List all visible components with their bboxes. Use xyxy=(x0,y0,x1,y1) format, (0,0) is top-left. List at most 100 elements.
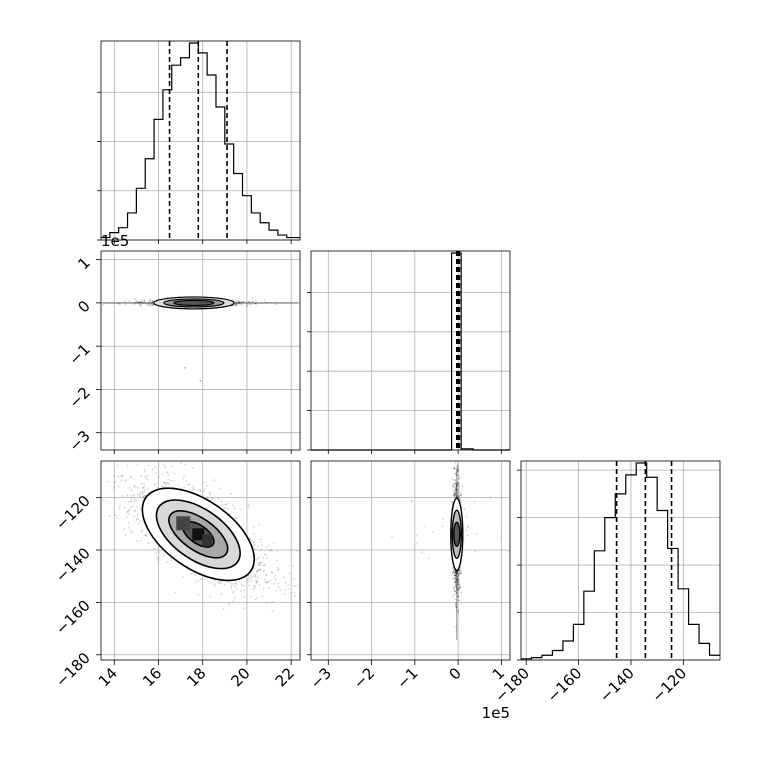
scatter-panel-2-point xyxy=(453,467,456,470)
scatter-panel-1-point xyxy=(144,477,147,480)
scatter-panel-1-point xyxy=(278,586,280,588)
scatter-panel-2-point xyxy=(453,570,456,573)
scatter-panel-1-point xyxy=(127,509,130,511)
scatter-panel-0-point xyxy=(150,302,153,305)
scatter-panel-1-point xyxy=(133,485,136,488)
scatter-panel-1-point xyxy=(229,582,232,585)
y-offset-label: 1e5 xyxy=(101,232,129,250)
scatter-panel-1-point xyxy=(231,583,234,585)
scatter-panel-1-point xyxy=(256,570,259,572)
scatter-panel-0-point xyxy=(149,302,152,305)
scatter-panel-1-point xyxy=(265,546,268,549)
scatter-panel-1-point xyxy=(274,574,276,577)
scatter-panel-2-point xyxy=(456,592,459,595)
scatter-panel-2-point xyxy=(457,579,459,582)
scatter-panel-1-point xyxy=(139,493,141,496)
y-tick-label-y_param2: −180 xyxy=(52,649,94,691)
scatter-panel-2-point xyxy=(452,587,455,590)
histogram-2-group xyxy=(517,460,721,661)
scatter-panel-1-point xyxy=(120,479,123,482)
scatter-panel-1-point xyxy=(267,544,270,547)
scatter-panel-1-point xyxy=(268,587,271,590)
scatter-panel-1-point xyxy=(253,541,255,543)
scatter-panel-1-point xyxy=(251,570,254,573)
scatter-panel-2-point xyxy=(457,492,459,495)
scatter-panel-1-point xyxy=(114,514,117,517)
scatter-panel-0-contour-2 xyxy=(173,299,215,307)
scatter-panel-2-point xyxy=(455,457,457,459)
scatter-panel-1-point xyxy=(129,494,132,497)
scatter-panel-2-point xyxy=(457,573,460,575)
scatter-panel-1-point xyxy=(276,550,279,553)
scatter-panel-0-point xyxy=(241,303,243,306)
scatter-panel-2-point xyxy=(453,577,456,580)
scatter-panel-2-point xyxy=(457,496,460,499)
scatter-panel-1-point xyxy=(147,464,150,467)
scatter-panel-1-point xyxy=(253,585,256,587)
scatter-panel-1-point xyxy=(163,481,166,484)
scatter-panel-1-point xyxy=(211,582,214,584)
histogram-2-steps xyxy=(521,462,720,660)
scatter-panel-2-point xyxy=(454,574,457,577)
scatter-panel-1-point xyxy=(142,487,144,489)
scatter-panel-1-point xyxy=(267,581,270,584)
scatter-panel-2-point xyxy=(457,588,460,591)
scatter-panel-1-point xyxy=(155,551,158,554)
scatter-panel-2-sparse-point xyxy=(500,535,502,538)
scatter-panel-1-point xyxy=(160,485,163,488)
scatter-panel-1-point xyxy=(258,584,261,587)
scatter-panel-2-point xyxy=(454,585,457,588)
scatter-panel-1-point xyxy=(119,504,121,507)
scatter-panel-1-point xyxy=(136,513,139,516)
scatter-panel-1-point xyxy=(240,590,242,592)
scatter-panel-2-point xyxy=(457,496,460,498)
scatter-panel-2-point xyxy=(454,580,457,583)
scatter-panel-1-point xyxy=(139,491,142,494)
scatter-panel-2-sparse-point xyxy=(463,537,465,540)
scatter-panel-2-point xyxy=(453,486,455,489)
scatter-panel-2-point xyxy=(457,577,459,580)
scatter-panel-2-point xyxy=(454,590,457,593)
scatter-panel-1-point xyxy=(258,561,261,564)
scatter-panel-1-point xyxy=(283,576,286,579)
scatter-panel-2-point xyxy=(454,574,457,577)
scatter-panel-1-point xyxy=(182,477,184,480)
scatter-panel-2-point xyxy=(452,458,454,460)
scatter-panel-2-point xyxy=(458,583,460,586)
scatter-panel-1-point xyxy=(145,534,148,537)
scatter-panel-1-point xyxy=(197,593,200,596)
scatter-panel-1-point xyxy=(261,561,264,564)
scatter-panel-2-point xyxy=(457,494,460,497)
scatter-panel-1-group xyxy=(98,460,301,661)
scatter-panel-1-density-bin-1 xyxy=(192,528,205,541)
scatter-panel-2-point xyxy=(458,491,461,494)
scatter-panel-2-point xyxy=(457,457,459,459)
scatter-panel-0-frame xyxy=(100,250,301,451)
scatter-panel-2-point xyxy=(454,574,457,577)
scatter-panel-1-point xyxy=(194,573,197,576)
histogram-1-group xyxy=(307,250,511,451)
scatter-panel-1-point xyxy=(273,577,276,580)
scatter-panel-2-point xyxy=(453,491,456,494)
scatter-panel-2-point xyxy=(453,570,456,573)
scatter-panel-2-point xyxy=(457,595,460,598)
scatter-panel-1-point xyxy=(142,486,144,489)
scatter-panel-1-point xyxy=(117,485,120,488)
histogram-0-steps xyxy=(101,42,300,239)
scatter-panel-1-density-bin-2 xyxy=(202,534,213,547)
scatter-panel-1-point xyxy=(98,538,100,540)
scatter-panel-1-point xyxy=(225,506,228,509)
histogram-0-frame xyxy=(100,40,301,241)
scatter-panel-1-point xyxy=(265,554,267,557)
x-tick-label-x_param1: −1 xyxy=(393,664,421,692)
scatter-panel-1-point xyxy=(288,572,291,575)
scatter-panel-2-point xyxy=(454,493,457,496)
scatter-panel-1-point xyxy=(131,530,134,533)
scatter-panel-1-point xyxy=(208,493,211,496)
scatter-panel-1-point xyxy=(269,549,272,552)
scatter-panel-0-group xyxy=(100,250,301,451)
scatter-panel-2-point xyxy=(456,572,459,575)
scatter-panel-1-point xyxy=(258,561,261,564)
scatter-panel-1-point xyxy=(146,478,149,481)
scatter-panel-2-point xyxy=(453,496,456,499)
